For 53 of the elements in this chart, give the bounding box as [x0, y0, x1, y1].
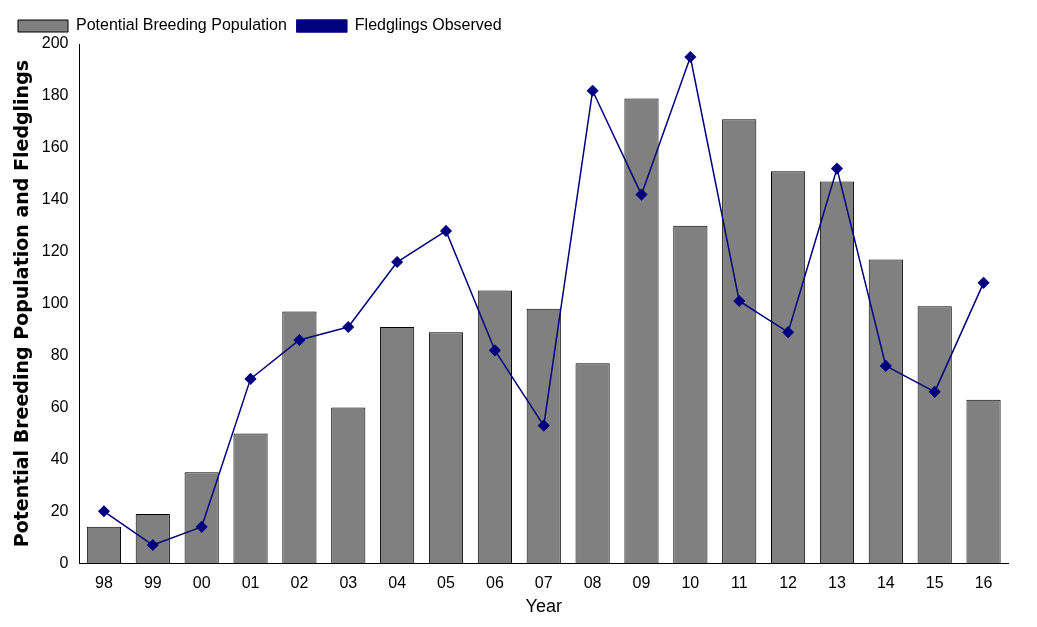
x-tick-label: 10 [681, 574, 700, 592]
y-tick-label: 60 [50, 397, 69, 415]
y-tick-label: 140 [41, 190, 69, 208]
x-tick-label: 11 [730, 574, 748, 592]
point [977, 277, 990, 289]
point [489, 344, 501, 357]
y-tick-label: 160 [41, 138, 69, 156]
point [880, 360, 892, 372]
x-tick-label: 01 [241, 574, 260, 592]
point [733, 295, 745, 307]
x-tick-label: 12 [779, 574, 798, 592]
x-tick-label: 15 [925, 574, 944, 592]
point [147, 539, 159, 551]
y-tick-label: 80 [50, 345, 69, 363]
y-axis-title: Potential Breeding Population and Fledglings [10, 59, 33, 548]
point [635, 188, 648, 201]
x-tick-label: 03 [339, 574, 358, 592]
y-tick-label: 100 [41, 294, 69, 312]
point [538, 419, 550, 432]
point [782, 326, 794, 338]
x-tick-label: 98 [95, 574, 113, 592]
point [586, 84, 599, 97]
x-tick-label: 16 [974, 574, 993, 592]
point [195, 521, 208, 533]
legend-label: Fledglings Observed [354, 16, 502, 34]
x-tick-label: 05 [437, 574, 456, 592]
point [98, 505, 110, 518]
y-tick-label: 40 [50, 449, 69, 467]
point [928, 386, 941, 398]
x-tick-label: 14 [876, 574, 895, 592]
point [293, 334, 306, 346]
y-tick-label: 120 [41, 242, 69, 260]
point [342, 321, 355, 333]
x-tick-label: 07 [534, 574, 553, 592]
y-tick-label: 180 [41, 86, 69, 104]
x-axis-title: Year [525, 596, 562, 617]
x-tick-label: 02 [290, 574, 309, 592]
y-tick-label: 0 [59, 553, 69, 571]
x-tick-label: 99 [143, 574, 162, 592]
point [831, 162, 843, 175]
point [684, 51, 697, 63]
point [244, 373, 257, 385]
x-tick-label: 00 [192, 574, 211, 592]
x-tick-label: 09 [632, 574, 651, 592]
x-tick-label: 13 [828, 574, 846, 592]
x-tick-label: 08 [583, 574, 602, 592]
y-tick-label: 20 [50, 501, 69, 519]
point [391, 256, 403, 268]
y-tick-label: 200 [41, 34, 69, 52]
point [440, 225, 452, 237]
legend-label: Potential Breeding Population [76, 16, 287, 34]
x-tick-label: 04 [388, 574, 407, 592]
x-tick-label: 06 [485, 574, 504, 592]
